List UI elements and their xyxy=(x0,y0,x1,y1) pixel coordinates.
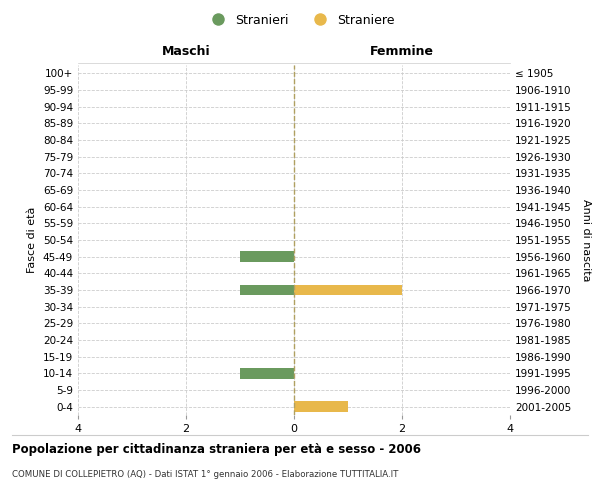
Legend: Stranieri, Straniere: Stranieri, Straniere xyxy=(200,8,400,32)
Text: Maschi: Maschi xyxy=(161,45,211,58)
Bar xyxy=(240,284,294,296)
Y-axis label: Anni di nascita: Anni di nascita xyxy=(581,198,591,281)
Bar xyxy=(294,401,348,412)
Bar xyxy=(240,251,294,262)
Bar xyxy=(294,284,402,296)
Y-axis label: Fasce di età: Fasce di età xyxy=(28,207,37,273)
Text: Popolazione per cittadinanza straniera per età e sesso - 2006: Popolazione per cittadinanza straniera p… xyxy=(12,442,421,456)
Bar xyxy=(240,368,294,379)
Text: COMUNE DI COLLEPIETRO (AQ) - Dati ISTAT 1° gennaio 2006 - Elaborazione TUTTITALI: COMUNE DI COLLEPIETRO (AQ) - Dati ISTAT … xyxy=(12,470,398,479)
Text: Femmine: Femmine xyxy=(370,45,434,58)
